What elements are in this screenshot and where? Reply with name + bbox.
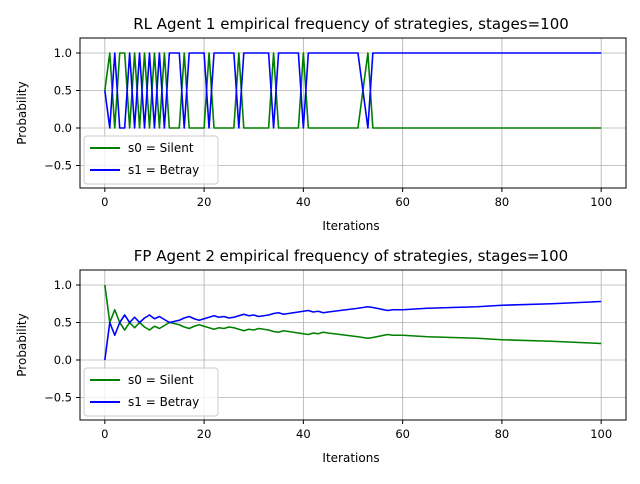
y-tick-label: −0.5 — [44, 159, 72, 173]
legend: s0 = Silent s1 = Betray — [83, 135, 219, 185]
x-tick-label: 20 — [197, 427, 212, 441]
chart-top: RL Agent 1 empirical frequency of strate… — [15, 15, 627, 233]
y-tick-label: 0.0 — [54, 353, 72, 367]
series-line-betray — [104, 52, 602, 129]
chart-title: FP Agent 2 empirical frequency of strate… — [134, 247, 568, 265]
x-tick-label: 60 — [395, 195, 410, 209]
series-line-betray — [104, 300, 602, 361]
x-tick-label: 80 — [495, 427, 510, 441]
y-ticks: −0.5 0.0 0.5 1.0 — [44, 278, 80, 405]
series-group — [104, 52, 602, 129]
series-line-silent — [104, 284, 602, 345]
x-tick-label: 0 — [101, 195, 108, 209]
y-tick-label: 0.5 — [54, 316, 72, 330]
x-ticks: 0 20 40 60 80 100 — [101, 188, 612, 209]
legend-label-betray: s1 = Betray — [128, 395, 199, 409]
y-tick-label: 1.0 — [54, 278, 72, 292]
legend-label-silent: s0 = Silent — [128, 141, 194, 155]
legend-label-betray: s1 = Betray — [128, 163, 199, 177]
y-ticks: −0.5 0.0 0.5 1.0 — [44, 46, 80, 173]
y-tick-label: 0.5 — [54, 84, 72, 98]
chart-title: RL Agent 1 empirical frequency of strate… — [133, 15, 569, 33]
axes-frame — [79, 37, 627, 189]
x-tick-label: 40 — [296, 427, 311, 441]
y-axis-label: Probability — [15, 313, 29, 376]
legend-label-silent: s0 = Silent — [128, 373, 194, 387]
x-tick-label: 100 — [590, 195, 612, 209]
y-axis-label: Probability — [15, 81, 29, 144]
series-group — [104, 284, 602, 361]
chart-bottom: FP Agent 2 empirical frequency of strate… — [15, 247, 627, 465]
axes-frame — [79, 269, 627, 421]
series-line-silent — [104, 52, 602, 129]
x-tick-label: 60 — [395, 427, 410, 441]
x-tick-label: 80 — [495, 195, 510, 209]
x-axis-label: Iterations — [322, 219, 379, 233]
x-ticks: 0 20 40 60 80 100 — [101, 420, 612, 441]
x-tick-label: 20 — [197, 195, 212, 209]
x-tick-label: 40 — [296, 195, 311, 209]
x-axis-label: Iterations — [322, 451, 379, 465]
y-tick-label: −0.5 — [44, 391, 72, 405]
y-tick-label: 1.0 — [54, 46, 72, 60]
x-tick-label: 100 — [590, 427, 612, 441]
legend: s0 = Silent s1 = Betray — [83, 367, 219, 417]
x-tick-label: 0 — [101, 427, 108, 441]
y-tick-label: 0.0 — [54, 121, 72, 135]
